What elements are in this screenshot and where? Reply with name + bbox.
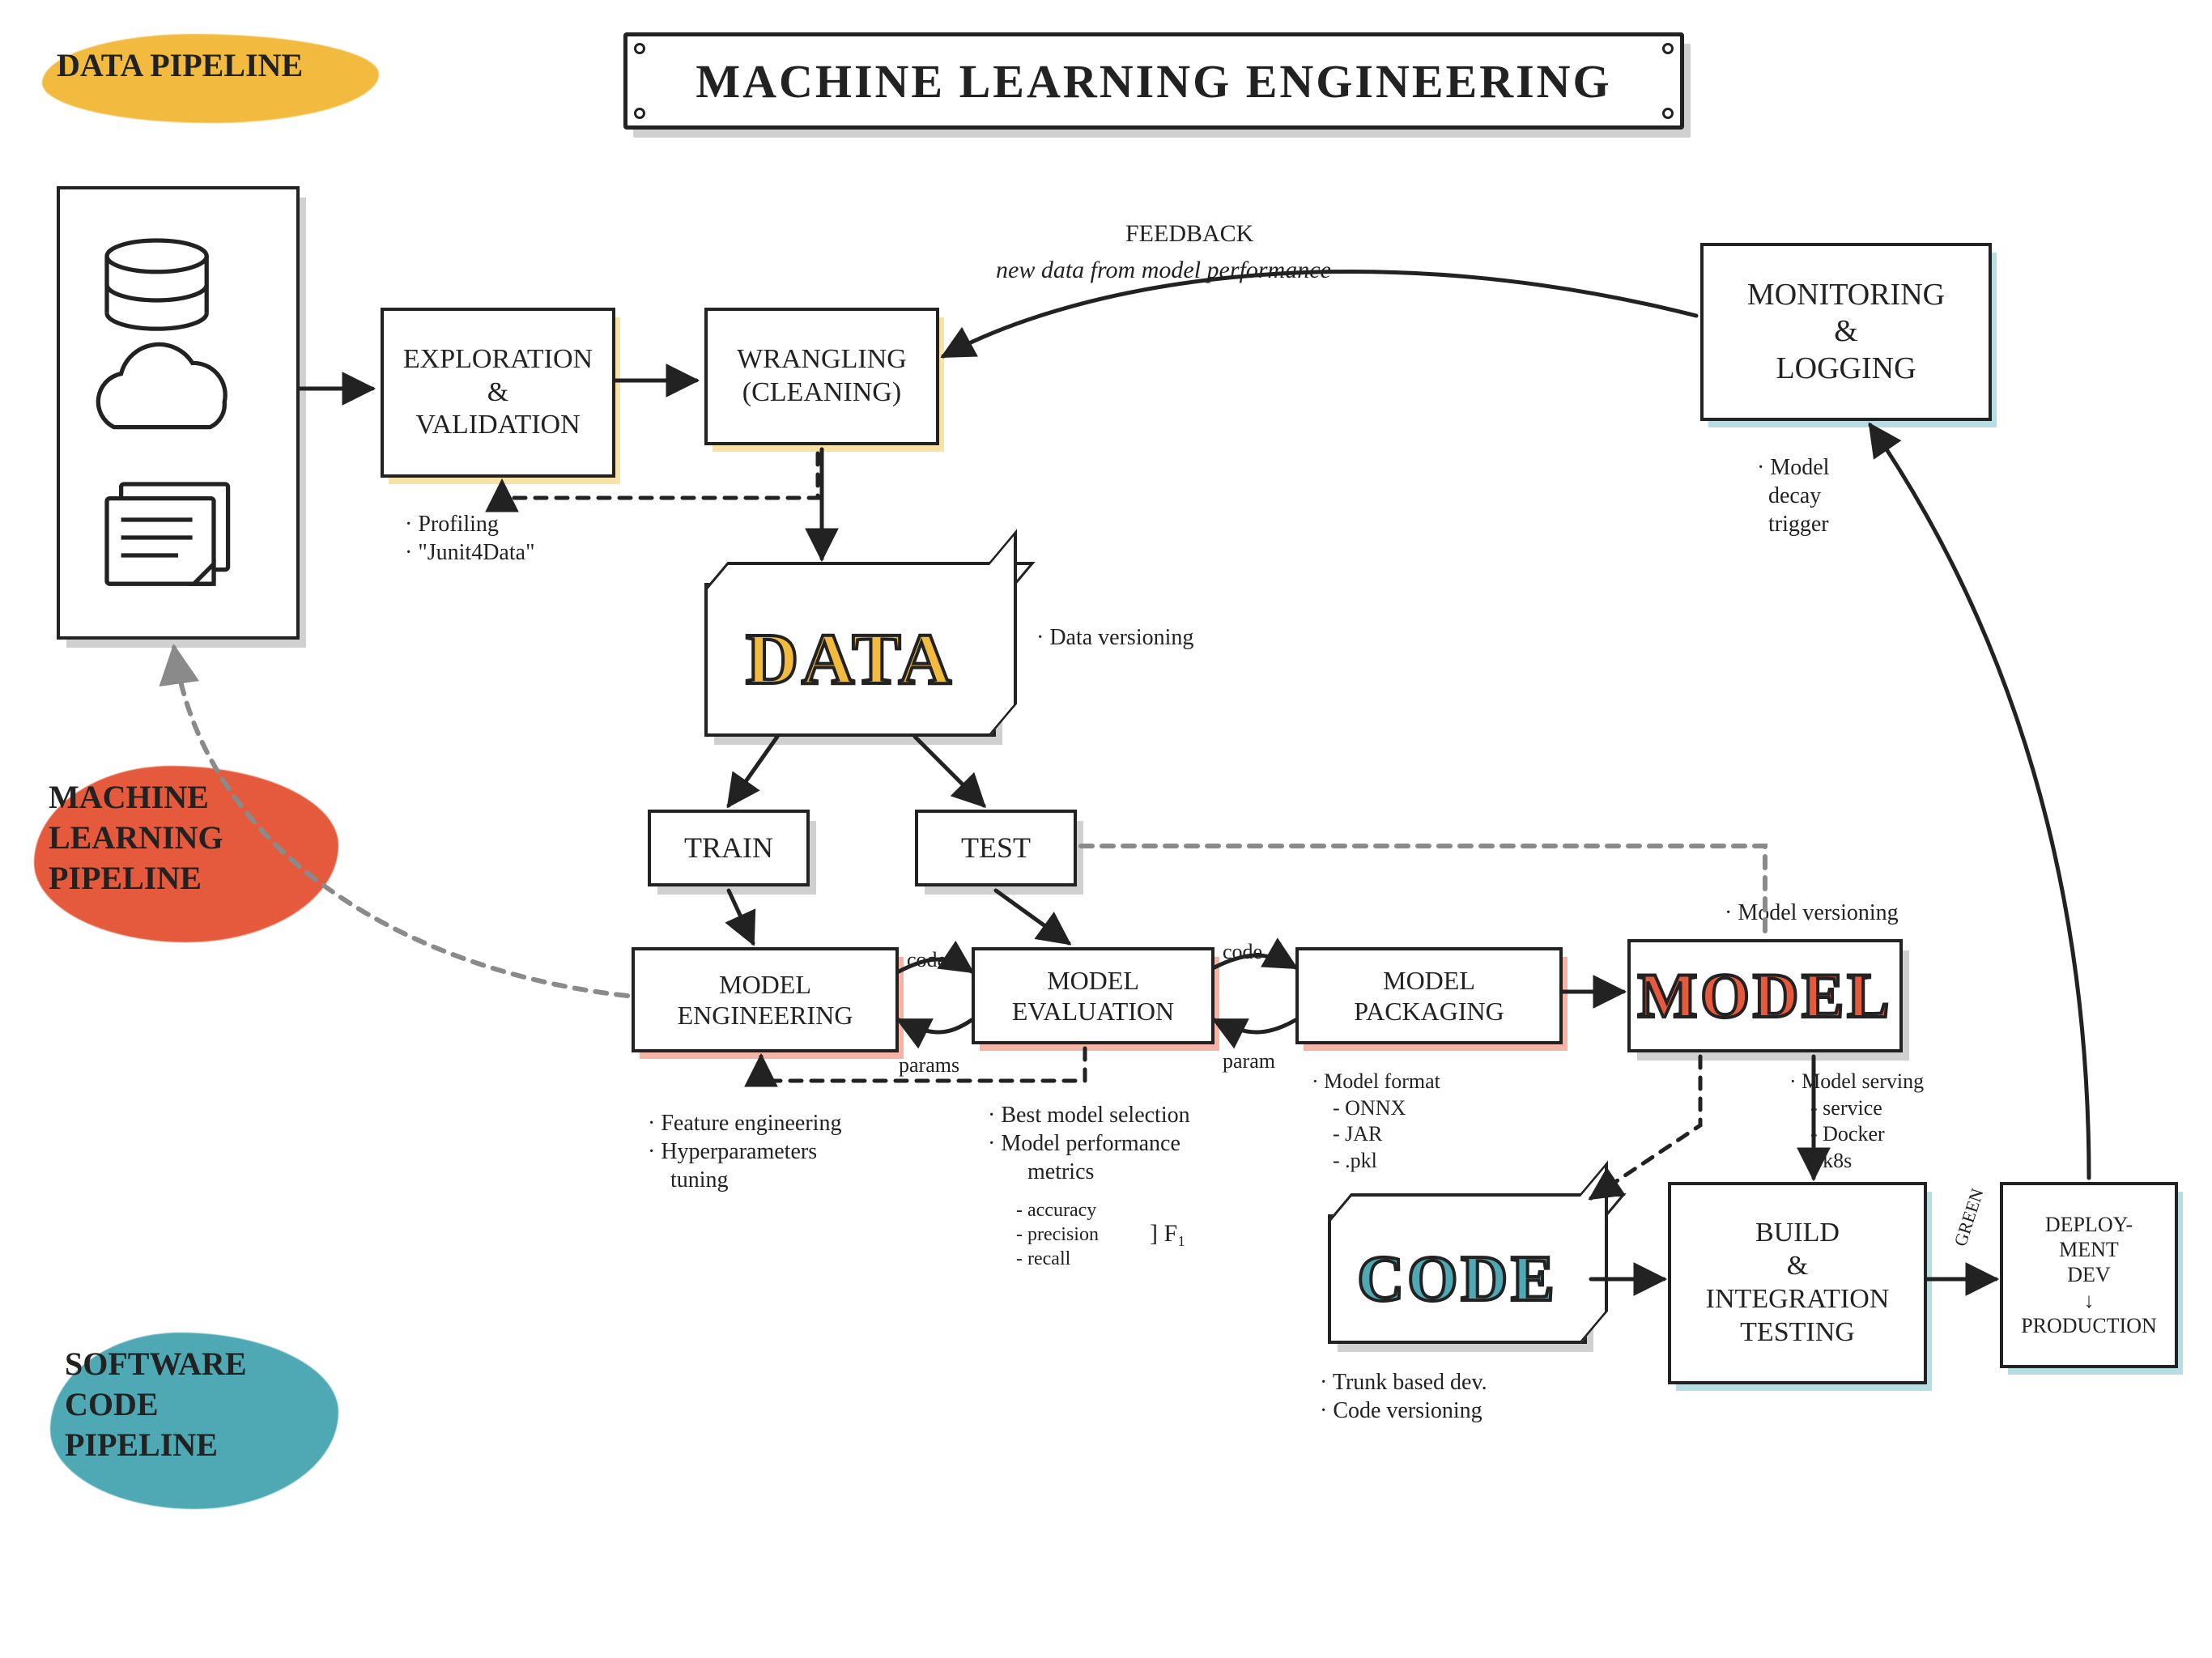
node-label: TEST — [961, 831, 1031, 865]
page-title: MACHINE LEARNING ENGINEERING — [627, 36, 1680, 125]
edge-deploy-mon — [1870, 425, 2089, 1178]
section-label-data-text: DATA PIPELINE — [57, 45, 303, 86]
edge-data-test — [915, 737, 984, 806]
label-code-2: code — [1223, 939, 1262, 966]
node-monitoring-logging: MONITORING & LOGGING — [1700, 243, 1992, 421]
node-label: MODEL — [1638, 958, 1893, 1034]
node-model-store: MODEL — [1627, 939, 1903, 1052]
node-label: DATA — [746, 616, 955, 704]
edge-eng-eval-bot — [899, 1020, 972, 1032]
node-train: TRAIN — [648, 810, 810, 886]
label-params-1: params — [899, 1052, 959, 1079]
node-model-packaging: MODEL PACKAGING — [1295, 947, 1563, 1044]
node-label: CODE — [1357, 1240, 1557, 1318]
node-label: BUILD & INTEGRATION TESTING — [1706, 1217, 1890, 1349]
diagram-canvas: MACHINE LEARNING ENGINEERING DATA PIPELI… — [0, 0, 2212, 1658]
annotation-metrics-f1: ] F₁ — [1150, 1218, 1186, 1249]
node-label: MODEL EVALUATION — [1012, 965, 1174, 1027]
label-param-2: param — [1223, 1048, 1275, 1075]
node-deployment: DEPLOY- MENT DEV ↓ PRODUCTION — [2000, 1182, 2178, 1368]
edge-data-train — [729, 737, 777, 806]
annotation-data-versioning: · Data versioning — [1036, 623, 1193, 652]
node-label: TRAIN — [684, 831, 773, 865]
node-data-sources — [57, 186, 300, 640]
node-exploration-validation: EXPLORATION & VALIDATION — [381, 308, 615, 478]
annotation-feedback-sub: new data from model performance — [996, 255, 1331, 286]
annotation-profiling: · Profiling · "Junit4Data" — [405, 510, 535, 567]
annotation-metrics: - accuracy - precision - recall — [1016, 1198, 1099, 1271]
node-code-store: CODE — [1328, 1214, 1587, 1344]
annotation-feature-eng: · Feature engineering · Hyperparameters … — [648, 1109, 841, 1194]
label-code-1: code — [907, 947, 946, 974]
edge-test-eval — [996, 891, 1069, 943]
annotation-model-serving: · Model serving - service - Docker - k8s — [1789, 1069, 1924, 1174]
annotation-model-format: · Model format - ONNX - JAR - .pkl — [1312, 1069, 1440, 1174]
data-sources-icons — [71, 198, 285, 628]
node-label: MODEL ENGINEERING — [678, 969, 853, 1031]
annotation-model-decay: · Model decay trigger — [1757, 453, 1829, 538]
edge-eval-pack-bot — [1214, 1020, 1295, 1032]
node-label: MODEL PACKAGING — [1354, 965, 1504, 1027]
section-label-code-text: SOFTWARE CODE PIPELINE — [65, 1344, 247, 1465]
edge-train-eng — [729, 891, 753, 943]
node-wrangling: WRANGLING (CLEANING) — [704, 308, 939, 445]
annotation-model-versioning: · Model versioning — [1725, 899, 1899, 927]
node-data-store: DATA — [704, 583, 996, 737]
node-label: MONITORING & LOGGING — [1747, 277, 1945, 388]
annotation-feedback: FEEDBACK — [1125, 219, 1253, 249]
node-model-evaluation: MODEL EVALUATION — [972, 947, 1214, 1044]
node-model-engineering: MODEL ENGINEERING — [632, 947, 899, 1052]
node-label: DEPLOY- MENT DEV ↓ PRODUCTION — [2021, 1212, 2157, 1338]
section-label-ml-text: MACHINE LEARNING PIPELINE — [49, 777, 223, 899]
label-green: GREEN — [1949, 1186, 1989, 1249]
node-build-integration: BUILD & INTEGRATION TESTING — [1668, 1182, 1927, 1384]
node-label: EXPLORATION & VALIDATION — [403, 343, 593, 442]
title-frame: MACHINE LEARNING ENGINEERING — [623, 32, 1684, 130]
edge-test-pack — [1081, 846, 1765, 935]
node-label: WRANGLING (CLEANING) — [737, 343, 907, 410]
node-test: TEST — [915, 810, 1077, 886]
annotation-trunk-dev: · Trunk based dev. · Code versioning — [1320, 1368, 1487, 1425]
annotation-best-model: · Best model selection · Model performan… — [988, 1101, 1190, 1186]
